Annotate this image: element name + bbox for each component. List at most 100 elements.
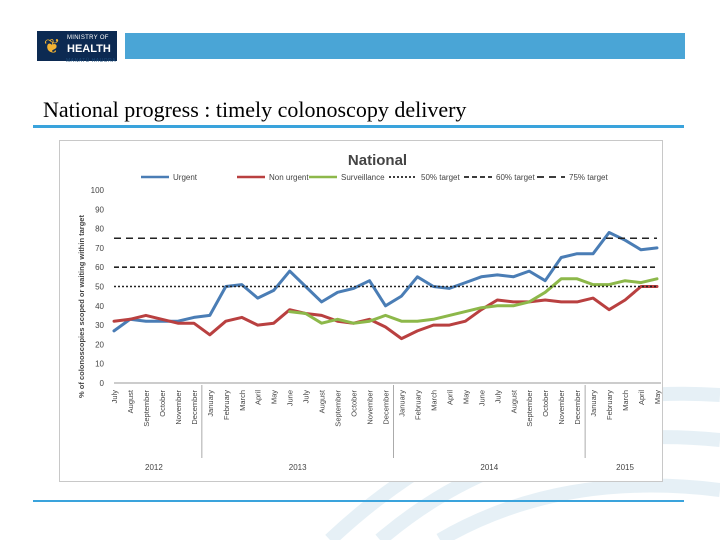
- y-tick-label: 100: [91, 186, 105, 195]
- data-point: [608, 283, 610, 286]
- logo-subtitle: MANATŪ HAUORA: [66, 58, 117, 64]
- x-tick-label: May: [461, 390, 470, 404]
- x-tick-label: October: [350, 390, 359, 417]
- data-point: [145, 320, 147, 323]
- data-point: [336, 318, 339, 321]
- data-point: [113, 320, 115, 323]
- data-point: [384, 314, 387, 317]
- y-axis-label: % of colonoscopies scoped or waiting wit…: [77, 215, 86, 398]
- x-tick-label: May: [653, 390, 662, 404]
- data-point: [256, 297, 259, 299]
- x-tick-label: July: [302, 390, 311, 404]
- x-tick-label: August: [126, 389, 135, 413]
- year-label: 2015: [616, 463, 634, 472]
- data-point: [608, 308, 610, 311]
- data-point: [177, 322, 179, 324]
- x-tick-label: April: [637, 390, 646, 405]
- data-point: [640, 281, 642, 284]
- year-label: 2012: [145, 463, 163, 472]
- x-tick-label: February: [605, 390, 614, 420]
- data-point: [592, 283, 594, 286]
- data-point: [512, 301, 515, 303]
- legend-label: Surveillance: [341, 173, 385, 182]
- data-point: [113, 330, 115, 332]
- y-tick-label: 20: [95, 340, 104, 349]
- data-point: [480, 306, 483, 309]
- x-tick-label: July: [110, 390, 119, 404]
- legend-label: Urgent: [173, 173, 198, 182]
- data-point: [448, 287, 451, 290]
- x-tick-label: June: [286, 390, 295, 406]
- legend-label: 50% target: [421, 173, 460, 182]
- y-tick-label: 90: [95, 205, 104, 214]
- x-tick-label: September: [525, 389, 534, 426]
- data-point: [656, 277, 658, 280]
- x-tick-label: November: [366, 390, 375, 425]
- data-point: [209, 333, 211, 336]
- x-tick-label: January: [397, 390, 406, 417]
- data-point: [320, 301, 323, 303]
- x-tick-label: April: [445, 390, 454, 405]
- data-point: [224, 320, 227, 323]
- data-point: [528, 270, 531, 272]
- data-point: [560, 277, 562, 280]
- data-point: [592, 297, 594, 299]
- data-point: [288, 270, 291, 272]
- y-tick-label: 30: [95, 321, 104, 330]
- data-point: [528, 301, 531, 303]
- chart-title: National: [348, 152, 407, 169]
- x-tick-label: February: [222, 390, 231, 420]
- data-point: [496, 299, 499, 301]
- data-point: [161, 318, 163, 321]
- data-point: [448, 324, 451, 326]
- data-point: [400, 337, 403, 340]
- data-point: [129, 318, 131, 321]
- x-tick-label: March: [429, 390, 438, 411]
- data-point: [288, 310, 291, 313]
- y-tick-label: 40: [95, 302, 104, 311]
- data-point: [640, 285, 642, 288]
- x-tick-label: May: [270, 390, 279, 404]
- year-label: 2014: [480, 463, 498, 472]
- data-point: [464, 320, 467, 323]
- x-tick-label: November: [174, 390, 183, 425]
- data-point: [576, 252, 578, 255]
- data-point: [544, 291, 547, 294]
- y-tick-label: 0: [100, 379, 105, 388]
- x-tick-label: August: [318, 389, 327, 413]
- x-tick-label: October: [158, 390, 167, 417]
- x-tick-label: June: [477, 390, 486, 406]
- fern-icon: ❦: [43, 34, 61, 58]
- x-tick-label: November: [557, 390, 566, 425]
- x-tick-label: April: [254, 390, 263, 405]
- data-point: [368, 279, 371, 282]
- data-point: [560, 301, 562, 303]
- data-point: [304, 312, 307, 315]
- x-tick-label: March: [238, 390, 247, 411]
- series-line: [288, 277, 659, 325]
- series-line: [112, 285, 659, 341]
- y-tick-label: 60: [95, 263, 104, 272]
- x-tick-label: January: [206, 390, 215, 417]
- data-point: [336, 291, 339, 294]
- data-point: [240, 316, 243, 319]
- data-point: [272, 322, 275, 324]
- data-point: [416, 276, 419, 278]
- logo-line2: HEALTH: [67, 43, 111, 55]
- data-point: [384, 326, 387, 328]
- data-point: [240, 283, 243, 286]
- logo-line1: MINISTRY OF: [67, 35, 109, 41]
- data-point: [400, 320, 403, 323]
- title-divider: [33, 125, 684, 128]
- data-point: [560, 256, 562, 259]
- data-point: [256, 324, 259, 326]
- x-tick-label: July: [493, 390, 502, 404]
- x-tick-label: March: [621, 390, 630, 411]
- data-point: [656, 247, 658, 249]
- x-tick-label: December: [382, 390, 391, 425]
- header-bar: [125, 33, 685, 59]
- y-tick-label: 50: [95, 283, 104, 292]
- x-tick-label: August: [509, 389, 518, 413]
- data-point: [544, 279, 547, 282]
- data-point: [656, 285, 658, 288]
